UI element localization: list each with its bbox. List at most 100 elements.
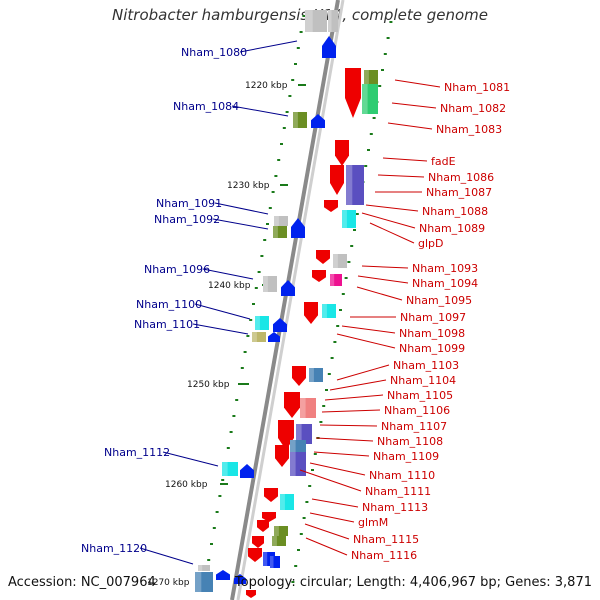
- tick-mark: [235, 399, 239, 401]
- gene-arrow-forward: [345, 68, 361, 118]
- kbp-label: 1260 kbp: [165, 480, 208, 490]
- tick-mark: [302, 517, 306, 519]
- gene-box-shade: [305, 10, 313, 32]
- tick-mark: [353, 229, 356, 231]
- tick-mark: [322, 405, 326, 407]
- gene-box-shade: [255, 316, 260, 330]
- tick-mark: [364, 165, 368, 167]
- gene-arrow-reverse: [216, 570, 230, 580]
- tick-mark: [344, 277, 348, 279]
- tick-mark: [252, 303, 255, 305]
- tick-mark: [229, 431, 233, 433]
- leader-line: [305, 537, 348, 556]
- tick-mark: [341, 293, 345, 295]
- tick-mark: [347, 261, 351, 263]
- tick-mark: [280, 143, 283, 145]
- gene-label-forward: Nham_1083: [436, 123, 502, 136]
- gene-arrow-forward: [264, 488, 278, 502]
- gene-label-reverse: Nham_1084: [173, 100, 239, 113]
- leader-line: [319, 424, 378, 427]
- gene-box: [274, 526, 288, 536]
- leader-line: [377, 174, 425, 178]
- gene-label-forward: Nham_1110: [369, 469, 435, 482]
- tick-mark: [319, 421, 323, 423]
- gene-arrow-reverse: [291, 218, 305, 238]
- tick-mark: [240, 367, 244, 369]
- gene-label-forward: Nham_1094: [412, 277, 478, 290]
- gene-label-forward: Nham_1095: [406, 294, 472, 307]
- kbp-tick: [280, 184, 288, 186]
- tick-mark: [266, 223, 269, 225]
- gene-box: [322, 304, 336, 318]
- gene-label-forward: Nham_1103: [393, 359, 459, 372]
- gene-box: [333, 254, 347, 268]
- gene-box: [293, 112, 307, 128]
- gene-label-forward: Nham_1116: [351, 549, 417, 562]
- tick-mark: [254, 287, 258, 289]
- leader-line: [239, 40, 298, 53]
- gene-label-forward: Nham_1109: [373, 450, 439, 463]
- gene-box-shade: [296, 424, 302, 444]
- tick-mark: [291, 581, 295, 583]
- gene-label-forward: Nham_1082: [440, 102, 506, 115]
- gene-label-forward: Nham_1087: [426, 186, 492, 199]
- leader-line: [304, 523, 350, 540]
- tick-mark: [268, 207, 272, 209]
- tick-mark: [367, 149, 370, 151]
- tick-mark: [238, 383, 241, 385]
- gene-label-forward: Nham_1105: [387, 389, 453, 402]
- gene-arrow-reverse: [234, 574, 246, 584]
- gene-label-forward: Nham_1115: [353, 533, 419, 546]
- tick-mark: [249, 319, 253, 321]
- gene-arrow-forward: [275, 445, 289, 467]
- tick-mark: [383, 53, 387, 55]
- tick-mark: [299, 31, 303, 33]
- tick-mark: [299, 533, 303, 535]
- tick-mark: [210, 543, 213, 545]
- tick-mark: [232, 415, 236, 417]
- gene-box: [255, 316, 269, 330]
- gene-label-forward: Nham_1104: [390, 374, 456, 387]
- gene-box-shade: [290, 440, 296, 476]
- leader-line: [309, 462, 366, 476]
- leader-line: [313, 451, 370, 457]
- tick-mark: [325, 389, 328, 391]
- tick-mark: [263, 239, 267, 241]
- tick-mark: [333, 341, 337, 343]
- gene-box-shade: [272, 536, 277, 546]
- gene-box: [305, 10, 327, 32]
- leader-line: [341, 325, 396, 334]
- gene-box-shade: [346, 165, 353, 205]
- gene-label-forward: Nham_1106: [384, 404, 450, 417]
- gene-arrow-reverse: [281, 280, 295, 296]
- gene-box-shade: [273, 226, 278, 238]
- tick-mark: [296, 47, 300, 49]
- leader-line: [311, 498, 359, 508]
- gene-label-forward: glpD: [418, 237, 444, 250]
- tick-mark: [215, 511, 219, 513]
- gene-box: [198, 565, 210, 571]
- gene-box: [296, 424, 312, 444]
- gene-box: [263, 276, 277, 292]
- kbp-label: 1220 kbp: [245, 81, 288, 91]
- leader-line: [336, 333, 396, 349]
- gene-box-shade: [293, 112, 298, 128]
- gene-label-forward: Nham_1108: [377, 435, 443, 448]
- gene-label-reverse: Nham_1092: [154, 213, 220, 226]
- tick-mark: [308, 485, 312, 487]
- accession-text: Accession: NC_007964: [8, 575, 156, 590]
- leader-line: [321, 409, 381, 413]
- gene-box-shade: [333, 254, 338, 268]
- gene-arrow-forward: [248, 548, 262, 562]
- tick-mark: [336, 325, 340, 327]
- leader-line: [361, 265, 409, 269]
- leader-line: [194, 303, 251, 320]
- gene-label-forward: glmM: [358, 516, 388, 529]
- gene-label-reverse: Nham_1101: [134, 318, 200, 331]
- gene-arrow-reverse: [240, 464, 254, 478]
- leader-line: [361, 212, 416, 229]
- tick-mark: [302, 15, 306, 17]
- gene-box: [222, 462, 238, 476]
- gene-box: [270, 556, 280, 568]
- gene-label-forward: Nham_1089: [419, 222, 485, 235]
